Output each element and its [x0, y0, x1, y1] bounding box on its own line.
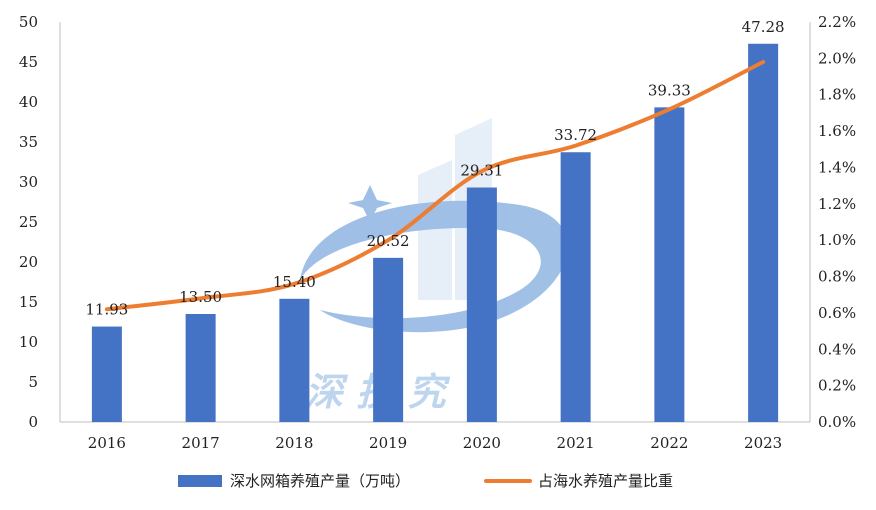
bar-data-label: 33.72: [554, 126, 597, 144]
right-axis-tick-label: 0.4%: [818, 340, 856, 358]
bar-data-label: 15.40: [273, 273, 316, 291]
right-axis-tick-label: 0.2%: [818, 377, 856, 395]
bar: [185, 314, 216, 422]
left-axis-tick-label: 35: [19, 133, 38, 151]
bar: [748, 43, 779, 422]
x-axis-ticks: 2016 2017 2018 2019 2020 2021 2022 2023: [88, 434, 782, 452]
series-line: [104, 60, 766, 312]
left-axis-tick-label: 25: [19, 213, 38, 231]
line-series: [104, 60, 766, 312]
right-axis-tick-label: 0.0%: [818, 413, 856, 431]
right-axis-tick-label: 0.6%: [818, 304, 856, 322]
x-axis-tick-label: 2019: [369, 434, 407, 452]
legend: 深水网箱养殖产量（万吨） 占海水养殖产量比重: [178, 472, 673, 490]
bar-data-label: 13.50: [179, 288, 222, 306]
data-labels: 11.93 13.50 15.40 20.52 29.31 33.72 39.33 47.28: [85, 18, 784, 319]
left-axis-tick-label: 10: [19, 333, 38, 351]
bar-data-label: 29.31: [460, 162, 503, 180]
right-axis-tick-label: 0.8%: [818, 268, 856, 286]
bar: [560, 152, 591, 423]
right-axis-tick-label: 1.4%: [818, 158, 856, 176]
x-axis-tick-label: 2017: [182, 434, 220, 452]
bar: [279, 298, 310, 422]
x-axis-tick-label: 2018: [275, 434, 313, 452]
x-axis-tick-label: 2020: [463, 434, 501, 452]
right-axis-tick-label: 2.0%: [818, 49, 856, 67]
bar: [91, 326, 122, 422]
left-axis-tick-label: 0: [28, 413, 38, 431]
bar-series: [91, 43, 779, 423]
right-axis-tick-label: 1.8%: [818, 86, 856, 104]
legend-bar-swatch: [178, 475, 222, 487]
bar-data-label: 11.93: [85, 301, 128, 319]
left-axis-ticks: 0 5 10 15 20 25 30 35 40 45 50: [19, 13, 38, 431]
left-axis-tick-label: 15: [19, 293, 38, 311]
bar-data-label: 39.33: [648, 81, 691, 99]
bar: [654, 107, 685, 423]
left-axis-tick-label: 40: [19, 93, 38, 111]
bar-data-label: 47.28: [742, 18, 785, 36]
right-axis-tick-label: 2.2%: [818, 13, 856, 31]
x-axis-tick-label: 2023: [744, 434, 782, 452]
legend-bar-label: 深水网箱养殖产量（万吨）: [230, 472, 410, 490]
left-axis-tick-label: 30: [19, 173, 38, 191]
right-axis-tick-label: 1.2%: [818, 195, 856, 213]
right-axis-tick-label: 1.6%: [818, 122, 856, 140]
legend-line-label: 占海水养殖产量比重: [538, 472, 673, 490]
x-axis-tick-label: 2022: [650, 434, 688, 452]
bar: [373, 257, 404, 422]
right-axis-ticks: 0.0% 0.2% 0.4% 0.6% 0.8% 1.0% 1.2% 1.4% 1.6% 1.8%…: [818, 13, 856, 431]
x-axis-tick-label: 2021: [557, 434, 595, 452]
left-axis-tick-label: 20: [19, 253, 38, 271]
x-axis-tick-label: 2016: [88, 434, 126, 452]
left-axis-tick-label: 5: [28, 373, 38, 391]
left-axis-tick-label: 50: [19, 13, 38, 31]
bar: [466, 187, 497, 422]
left-axis-tick-label: 45: [19, 53, 38, 71]
bar-data-label: 20.52: [367, 232, 410, 250]
right-axis-tick-label: 1.0%: [818, 231, 856, 249]
